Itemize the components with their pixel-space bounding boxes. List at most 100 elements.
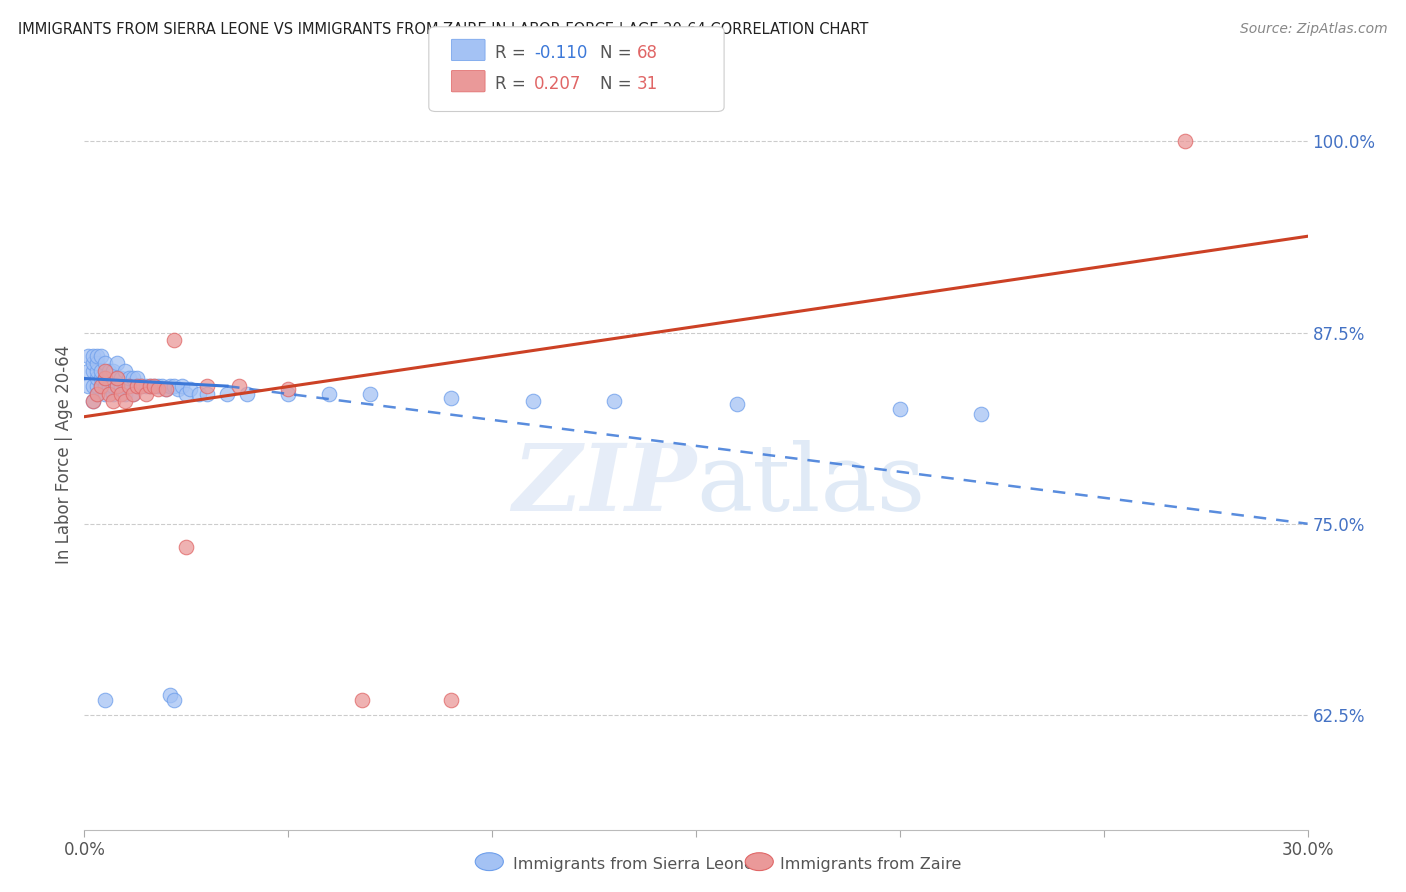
Point [179, 382, 201, 396]
Point [105, 379, 128, 393]
Point [150, 379, 173, 393]
Point [105, 356, 128, 370]
Point [159, 379, 181, 393]
Point [131, 379, 153, 393]
Point [146, 382, 169, 396]
Point [110, 386, 132, 401]
Point [118, 379, 141, 393]
Text: N =: N = [600, 44, 637, 62]
Point [522, 394, 544, 409]
Point [127, 379, 149, 393]
Point [440, 692, 463, 706]
Point [174, 386, 197, 401]
Point [93, 371, 115, 385]
Point [155, 382, 177, 396]
Point [159, 688, 181, 702]
Point [725, 397, 748, 411]
Point [93, 379, 115, 393]
Point [86, 356, 108, 370]
Point [97, 386, 120, 401]
Point [122, 371, 145, 385]
Y-axis label: In Labor Force | Age 20-64: In Labor Force | Age 20-64 [55, 345, 73, 565]
Point [97, 379, 120, 393]
Point [114, 386, 136, 401]
Point [118, 379, 141, 393]
Text: R =: R = [495, 75, 531, 93]
Point [603, 394, 626, 409]
Text: ZIP: ZIP [512, 440, 696, 530]
Point [359, 386, 381, 401]
Point [110, 371, 132, 385]
Point [82, 356, 104, 370]
Point [142, 379, 165, 393]
Point [97, 371, 120, 385]
Point [889, 402, 911, 417]
Text: 68: 68 [637, 44, 658, 62]
Text: Source: ZipAtlas.com: Source: ZipAtlas.com [1240, 22, 1388, 37]
Point [77, 349, 100, 363]
Point [318, 386, 340, 401]
Point [86, 379, 108, 393]
Point [277, 386, 299, 401]
Point [93, 692, 115, 706]
Point [195, 379, 218, 393]
Point [77, 364, 100, 378]
Point [82, 394, 104, 409]
Text: R =: R = [495, 44, 531, 62]
Point [1174, 135, 1197, 149]
Text: atlas: atlas [696, 440, 925, 530]
Point [118, 371, 141, 385]
Point [135, 386, 157, 401]
Point [93, 371, 115, 385]
Text: Immigrants from Zaire: Immigrants from Zaire [780, 857, 962, 872]
Text: Immigrants from Sierra Leone: Immigrants from Sierra Leone [513, 857, 754, 872]
Point [277, 382, 299, 396]
Point [97, 364, 120, 378]
Text: 31: 31 [637, 75, 658, 93]
Point [155, 382, 177, 396]
Text: IMMIGRANTS FROM SIERRA LEONE VS IMMIGRANTS FROM ZAIRE IN LABOR FORCE | AGE 20-64: IMMIGRANTS FROM SIERRA LEONE VS IMMIGRAN… [18, 22, 869, 38]
Point [195, 386, 218, 401]
Point [138, 379, 160, 393]
Point [93, 356, 115, 370]
Point [105, 371, 128, 385]
Point [86, 364, 108, 378]
Point [105, 371, 128, 385]
Point [114, 379, 136, 393]
Point [138, 379, 160, 393]
Point [174, 540, 197, 554]
Text: 0.207: 0.207 [534, 75, 582, 93]
Point [86, 371, 108, 385]
Point [217, 386, 239, 401]
Point [101, 364, 124, 378]
Point [228, 379, 250, 393]
Point [93, 386, 115, 401]
Point [114, 364, 136, 378]
Point [77, 379, 100, 393]
Text: -0.110: -0.110 [534, 44, 588, 62]
Point [90, 364, 112, 378]
Point [142, 379, 165, 393]
Point [82, 394, 104, 409]
Point [172, 379, 194, 393]
Point [105, 379, 128, 393]
Point [86, 386, 108, 401]
Point [114, 394, 136, 409]
Point [187, 386, 209, 401]
Point [101, 379, 124, 393]
Point [110, 379, 132, 393]
Point [127, 379, 149, 393]
Text: N =: N = [600, 75, 637, 93]
Point [82, 364, 104, 378]
Point [101, 394, 124, 409]
Point [167, 382, 190, 396]
Point [236, 386, 259, 401]
Point [90, 379, 112, 393]
Point [970, 407, 993, 421]
Point [350, 692, 373, 706]
Point [90, 371, 112, 385]
Point [163, 333, 186, 347]
Point [86, 349, 108, 363]
Point [82, 379, 104, 393]
Point [122, 386, 145, 401]
